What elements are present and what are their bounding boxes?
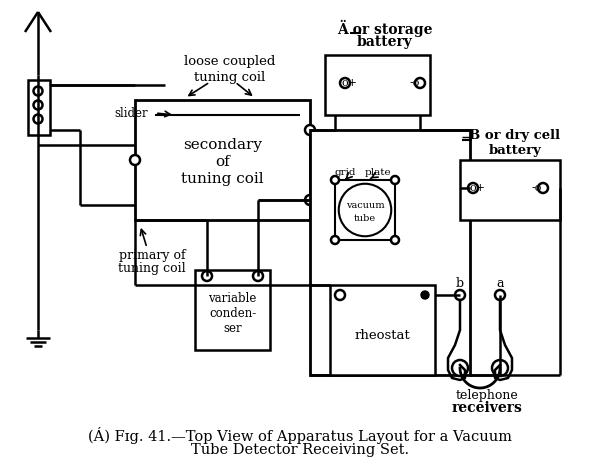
Text: secondary: secondary	[183, 138, 262, 152]
Text: tube: tube	[354, 213, 376, 222]
Text: a: a	[496, 277, 504, 289]
Circle shape	[34, 87, 43, 96]
Circle shape	[202, 271, 212, 281]
Circle shape	[452, 360, 468, 376]
Text: -o: -o	[532, 183, 542, 193]
Text: loose coupled: loose coupled	[184, 55, 275, 69]
Circle shape	[468, 183, 478, 193]
Text: grid: grid	[334, 167, 356, 176]
Circle shape	[253, 271, 263, 281]
Bar	[310, 130, 470, 375]
Circle shape	[455, 290, 465, 300]
Bar	[460, 160, 560, 220]
Bar	[325, 55, 430, 115]
Text: telephone: telephone	[455, 388, 518, 402]
Bar	[330, 285, 435, 375]
Text: rheostat: rheostat	[355, 329, 410, 342]
Text: (Á) Fɪg. 41.—Top View of Apparatus Layout for a Vacuum: (Á) Fɪg. 41.—Top View of Apparatus Layou…	[88, 427, 512, 444]
Circle shape	[415, 78, 425, 88]
Text: tuning coil: tuning coil	[181, 172, 264, 186]
Text: B or dry cell: B or dry cell	[469, 129, 560, 141]
Text: vacuum: vacuum	[346, 201, 385, 210]
Text: battery: battery	[488, 143, 541, 157]
Text: b: b	[456, 277, 464, 289]
Text: conden-: conden-	[209, 307, 256, 319]
Text: primary of: primary of	[119, 248, 185, 262]
Circle shape	[34, 100, 43, 110]
Text: Tube Detector Receiving Set.: Tube Detector Receiving Set.	[191, 443, 409, 457]
Text: plate: plate	[365, 167, 391, 176]
Bar	[195, 270, 270, 350]
Circle shape	[340, 78, 350, 88]
Circle shape	[34, 114, 43, 123]
Circle shape	[495, 290, 505, 300]
Text: tuning coil: tuning coil	[118, 262, 186, 274]
Circle shape	[492, 360, 508, 376]
Text: slider: slider	[115, 106, 148, 120]
Circle shape	[305, 125, 315, 135]
Circle shape	[130, 155, 140, 165]
Circle shape	[305, 195, 315, 205]
Bar	[135, 100, 310, 220]
Circle shape	[331, 236, 339, 244]
Circle shape	[335, 290, 345, 300]
Circle shape	[421, 291, 429, 299]
Circle shape	[391, 176, 399, 184]
Text: Ä or storage: Ä or storage	[337, 19, 433, 36]
Text: variable: variable	[208, 291, 257, 305]
Circle shape	[331, 176, 339, 184]
Circle shape	[339, 184, 391, 236]
Text: of: of	[215, 155, 230, 169]
Bar	[335, 180, 395, 240]
Text: receivers: receivers	[452, 401, 523, 415]
Text: -o: -o	[410, 78, 420, 88]
Circle shape	[538, 183, 548, 193]
Text: battery: battery	[357, 35, 413, 49]
Text: ser: ser	[223, 322, 242, 334]
Text: o+: o+	[469, 183, 485, 193]
Circle shape	[391, 236, 399, 244]
Text: tuning coil: tuning coil	[194, 70, 266, 84]
Bar	[28, 80, 50, 135]
Text: o+: o+	[342, 78, 358, 88]
